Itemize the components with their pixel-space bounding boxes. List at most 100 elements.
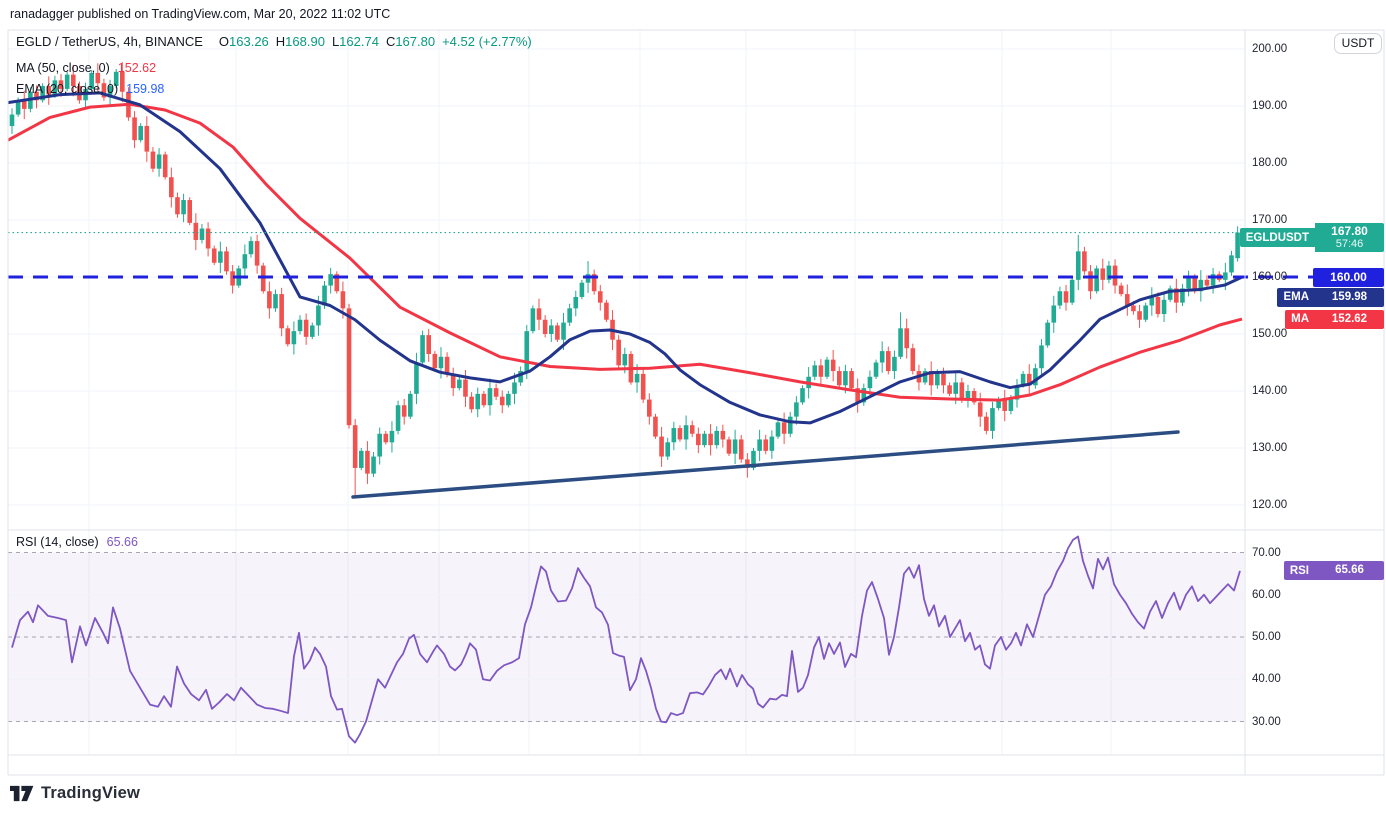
candle-body (457, 379, 462, 389)
candle-body (285, 328, 291, 345)
candle-body (401, 405, 407, 417)
ema-tag: EMA (1277, 287, 1315, 307)
high-value: 168.90 (285, 34, 325, 49)
candle-body (622, 353, 628, 366)
candle-body (720, 430, 726, 440)
ema20-line (7, 91, 1243, 425)
candle-body (879, 351, 885, 363)
candle-body (1057, 291, 1063, 306)
candle-body (1075, 251, 1081, 280)
candle-body (1174, 288, 1179, 303)
change-value: +4.52 (+2.77%) (442, 34, 532, 49)
candle-body (395, 405, 401, 431)
rsi-tick-label: 70.00 (1252, 546, 1281, 559)
level-160-badge: 160.00 (1313, 267, 1384, 287)
candle-body (365, 450, 370, 474)
price-tick-label: 160.00 (1252, 271, 1288, 283)
candle-body (1137, 311, 1142, 320)
ma-value: 152.62 (117, 61, 157, 75)
candle-body (493, 388, 499, 397)
candle-body (555, 325, 560, 340)
candle-body (922, 371, 928, 383)
ma-legend[interactable]: MA (50, close, 0) 152.62 (16, 61, 156, 75)
candle-body (187, 200, 193, 223)
candle-body (769, 436, 775, 451)
candle-body (959, 382, 965, 400)
symbol-title: EGLD / TetherUS, 4h, BINANCE (16, 34, 203, 49)
high-key: H (275, 34, 286, 49)
candle-body (89, 72, 94, 89)
candle-body (322, 285, 327, 306)
candle-body (64, 74, 70, 89)
candle-body (818, 365, 824, 377)
candle-body (1100, 268, 1106, 280)
candle-body (481, 393, 487, 406)
candle-body (175, 197, 180, 215)
candle-body (812, 365, 818, 377)
candle-body (1198, 279, 1204, 292)
candle-body (965, 391, 971, 400)
candle-body (444, 356, 450, 374)
candle-body (665, 442, 670, 457)
candle-body (279, 294, 284, 329)
candle-body (1051, 305, 1057, 323)
candle-body (267, 291, 272, 309)
candle-body (205, 228, 211, 249)
price-tick-label: 150.00 (1252, 328, 1288, 340)
candle-body (95, 72, 101, 84)
candle-body (579, 282, 585, 297)
candle-body (1229, 255, 1234, 273)
candle-body (708, 433, 713, 446)
candle-body (358, 450, 364, 468)
candle-body (1008, 399, 1014, 411)
candle-body (512, 382, 517, 394)
candle-body (855, 388, 860, 403)
candle-body (499, 396, 505, 406)
low-key: L (331, 34, 340, 49)
rsi-value: 65.66 (106, 535, 138, 549)
candle-body (1106, 265, 1112, 280)
candle-body (781, 422, 787, 434)
candle-body (1045, 322, 1050, 346)
candle-body (426, 335, 432, 354)
candle-body (309, 325, 315, 337)
currency-unit-button[interactable]: USDT (1334, 33, 1382, 54)
candle-body (1020, 373, 1026, 386)
candle-body (830, 359, 836, 372)
candle-body (328, 274, 333, 286)
candle-body (763, 439, 769, 451)
candle-body (971, 391, 977, 403)
rsi-legend[interactable]: RSI (14, close) 65.66 (16, 535, 138, 549)
price-scale[interactable]: 200.00 190.00 180.00 170.00 160.00 150.00 140.… (1246, 30, 1384, 755)
candle-body (1118, 285, 1124, 295)
candle-body (542, 319, 548, 334)
ema-legend[interactable]: EMA (20, close, 0) 159.98 (16, 82, 164, 96)
rsi-tick-label: 50.00 (1252, 631, 1281, 643)
candle-body (40, 86, 45, 101)
candle-body (1186, 277, 1191, 289)
candle-body (867, 376, 873, 389)
candle-body (463, 379, 468, 397)
time-scale[interactable]: 17212412:00Mar4710141721 (0, 755, 1386, 775)
candle-body (1033, 368, 1038, 386)
ema-label: EMA (20, close, 0) (16, 82, 119, 96)
candle-body (144, 125, 150, 152)
symbol-legend[interactable]: EGLD / TetherUS, 4h, BINANCE O163.26 H168.… (16, 34, 532, 49)
candle-body (530, 308, 536, 332)
candle-body (1204, 279, 1210, 286)
rsi-tick-label: 60.00 (1252, 588, 1281, 601)
candle-body (677, 428, 683, 440)
candle-body (910, 348, 916, 372)
candle-body (1161, 299, 1167, 315)
candle-body (297, 319, 303, 332)
candle-body (1131, 305, 1136, 312)
candle-body (653, 416, 658, 437)
ma-tag: MA (1285, 309, 1315, 329)
price-tick-label: 190.00 (1252, 100, 1288, 112)
candle-body (371, 456, 376, 474)
candle-body (597, 291, 603, 303)
candle-body (573, 296, 579, 309)
tradingview-watermark[interactable]: TradingView (10, 784, 140, 803)
